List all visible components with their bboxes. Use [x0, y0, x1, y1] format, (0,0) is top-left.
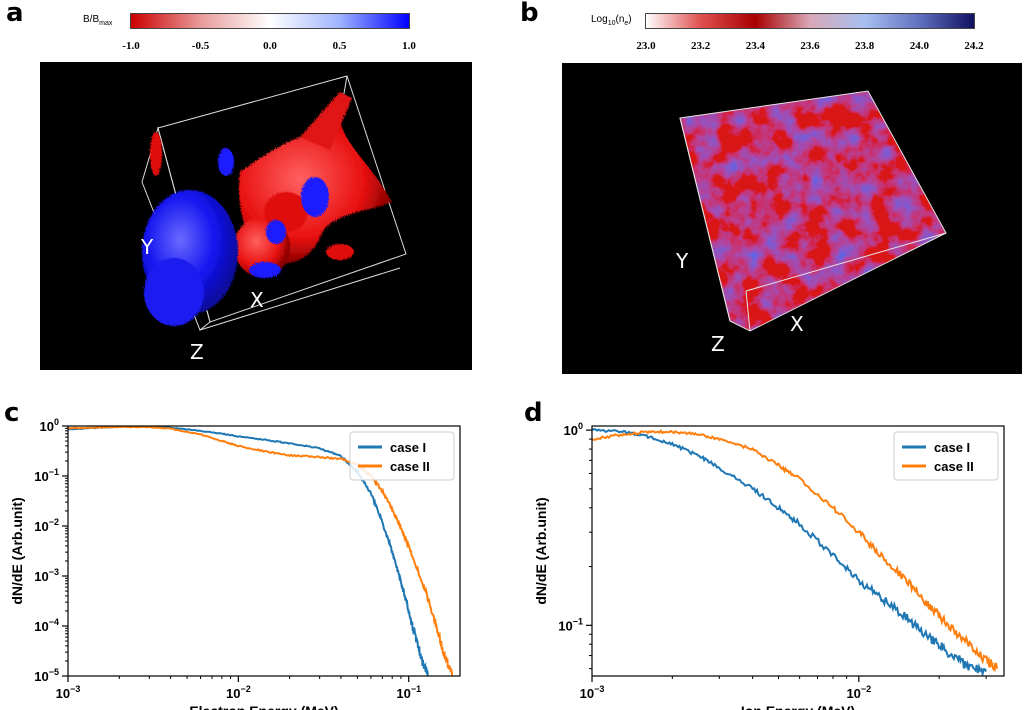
colorbar-b-title-main: Log [591, 14, 608, 25]
x-tick-exponent: −2 [861, 684, 871, 694]
colorbar-tick: 23.8 [855, 40, 875, 52]
colorbar-a-title-main: B/B [83, 14, 100, 25]
legend-label: case I [934, 440, 970, 455]
legend-box [349, 431, 455, 481]
colorbar-tick: 23.4 [745, 40, 765, 52]
legend-label: case I [390, 440, 426, 455]
y-tick-exponent: −5 [49, 667, 59, 677]
density-volume [680, 91, 946, 331]
colorbar-tick: 0.0 [263, 40, 277, 52]
panel-label-a: a [6, 0, 24, 28]
y-tick-label: 10−1 [34, 467, 59, 484]
y-tick-label: 10−2 [34, 517, 59, 534]
legend-box [893, 431, 999, 481]
y-tick-label: 100 [564, 421, 583, 438]
y-tick-exponent: −2 [49, 517, 59, 527]
y-tick-exponent: 0 [578, 421, 583, 431]
y-axis-label: dN/dE (Arb.unit) [9, 497, 25, 604]
colorbar-a-title-sub: max [99, 20, 113, 27]
x-tick-label: 10−3 [56, 684, 81, 701]
colorbar-a [130, 13, 410, 29]
colorbar-tick: 24.2 [964, 40, 984, 52]
x-axis-label: Ion Energy (MeV) [741, 703, 855, 710]
render-b: Y X Z [562, 63, 1022, 374]
x-tick-exponent: −1 [411, 684, 421, 694]
colorbar-tick: 23.2 [691, 40, 711, 52]
colorbar-tick: -1.0 [122, 40, 140, 52]
chart-c: 10−3 10−2 10−1 100 10−1 10−2 10−3 10−4 10−5 Elect… [9, 417, 461, 710]
axis-letter-y-a: Y [140, 235, 154, 259]
colorbar-b-title-sub1: 10 [607, 20, 616, 27]
axis-letter-z-a: Z [190, 340, 204, 364]
colorbar-b-title-end: ) [628, 14, 632, 25]
y-tick-label: 10−4 [34, 617, 59, 634]
panel-label-c: c [4, 398, 20, 428]
magnetic-field-isosurface [142, 92, 392, 326]
x-tick-label: 10−2 [226, 684, 251, 701]
colorbar-tick: 23.0 [636, 40, 656, 52]
colorbar-b [645, 13, 975, 29]
colorbar-a-title: B/Bmax [83, 14, 112, 27]
plot-frame [67, 425, 461, 677]
colorbar-tick: -0.5 [191, 40, 210, 52]
x-tick-exponent: −3 [594, 684, 604, 694]
chart-d: 10−3 10−2 100 10−1 Ion Energy (MeV) dN/dE (Ar… [533, 421, 1005, 710]
x-tick-label: 10−2 [846, 684, 871, 701]
colorbar-tick: 23.6 [800, 40, 820, 52]
colorbar-tick: 24.0 [909, 40, 929, 52]
axis-letter-z-b: Z [711, 332, 725, 356]
y-tick-label: 100 [40, 417, 59, 434]
colorbar-tick: 1.0 [402, 40, 416, 52]
box-wireframe-b [679, 90, 947, 332]
series-line-1 [592, 428, 987, 676]
x-tick-exponent: −3 [70, 684, 80, 694]
axis-letter-x-a: X [250, 288, 264, 312]
x-axis-label: Electron Energy (MeV) [189, 703, 338, 710]
y-tick-label: 10−3 [34, 567, 59, 584]
x-tick-label: 10−1 [396, 684, 421, 701]
panel-label-d: d [524, 398, 543, 428]
axis-letter-x-b: X [790, 312, 804, 336]
legend-label: case II [390, 459, 430, 474]
x-tick-label: 10−3 [580, 684, 605, 701]
render-b-svg: Y X Z [675, 90, 947, 356]
render-a: Y X Z [40, 62, 472, 370]
colorbar-b-title: Log10(ne) [591, 14, 632, 27]
y-tick-label: 10−5 [34, 667, 59, 684]
x-tick-exponent: −2 [240, 684, 250, 694]
y-tick-exponent: 0 [54, 417, 59, 427]
y-tick-exponent: −4 [49, 617, 59, 627]
render-a-svg: Y X Z [140, 75, 407, 364]
panel-label-b: b [520, 0, 539, 28]
series-line-2 [592, 428, 999, 673]
series-line-2 [68, 426, 454, 676]
colorbar-b-title-mid: (n [615, 14, 625, 25]
colorbar-tick: 0.5 [332, 40, 347, 52]
y-tick-exponent: −1 [49, 467, 59, 477]
legend-label: case II [934, 459, 974, 474]
y-tick-exponent: −1 [573, 616, 583, 626]
axis-letter-y-b: Y [675, 249, 689, 273]
plot-frame [591, 425, 1005, 677]
y-tick-exponent: −3 [49, 567, 59, 577]
y-tick-label: 10−1 [558, 616, 583, 633]
colorbar-b-title-sub2: e [624, 20, 629, 27]
y-axis-label: dN/dE (Arb.unit) [533, 497, 549, 604]
